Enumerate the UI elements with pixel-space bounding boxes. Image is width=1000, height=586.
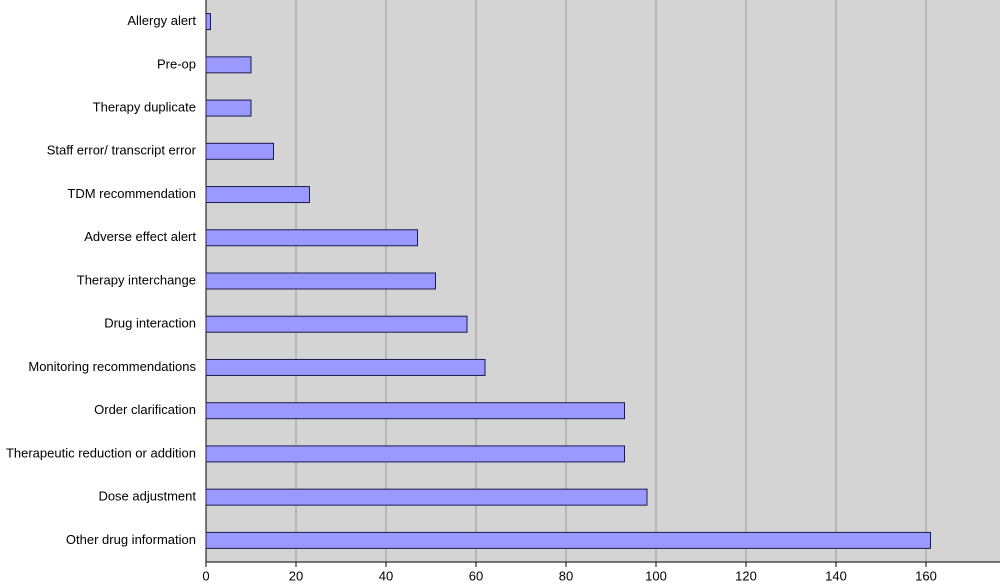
bar xyxy=(205,99,252,117)
bar xyxy=(205,272,436,290)
x-tick-label: 60 xyxy=(469,568,483,583)
bar xyxy=(205,402,625,420)
x-tick-label: 120 xyxy=(735,568,757,583)
bar xyxy=(205,358,486,376)
x-tick-label: 40 xyxy=(379,568,393,583)
x-tick-label: 160 xyxy=(915,568,937,583)
x-tick-label: 140 xyxy=(825,568,847,583)
bar xyxy=(205,56,252,74)
y-tick-label: TDM recommendation xyxy=(67,186,196,201)
y-tick-label: Drug interaction xyxy=(104,316,196,331)
y-tick-label: Adverse effect alert xyxy=(84,229,196,244)
bar xyxy=(205,445,625,463)
bar xyxy=(205,229,418,247)
y-tick-label: Staff error/ transcript error xyxy=(47,143,197,158)
y-tick-label: Order clarification xyxy=(94,402,196,417)
y-tick-label: Monitoring recommendations xyxy=(28,359,196,374)
y-tick-label: Other drug information xyxy=(66,532,196,547)
y-tick-label: Therapy interchange xyxy=(77,272,196,287)
bar xyxy=(205,488,648,506)
y-tick-label: Dose adjustment xyxy=(98,489,196,504)
bar xyxy=(205,531,931,549)
x-tick-label: 80 xyxy=(559,568,573,583)
bar xyxy=(205,186,310,204)
bar xyxy=(205,315,468,333)
y-tick-label: Allergy alert xyxy=(127,13,196,28)
y-tick-label: Therapy duplicate xyxy=(93,100,196,115)
bar xyxy=(205,13,211,31)
bar xyxy=(205,142,274,160)
x-tick-label: 100 xyxy=(645,568,667,583)
y-tick-label: Therapeutic reduction or addition xyxy=(6,445,196,460)
x-tick-label: 20 xyxy=(289,568,303,583)
x-tick-label: 0 xyxy=(202,568,209,583)
y-tick-label: Pre-op xyxy=(157,56,196,71)
